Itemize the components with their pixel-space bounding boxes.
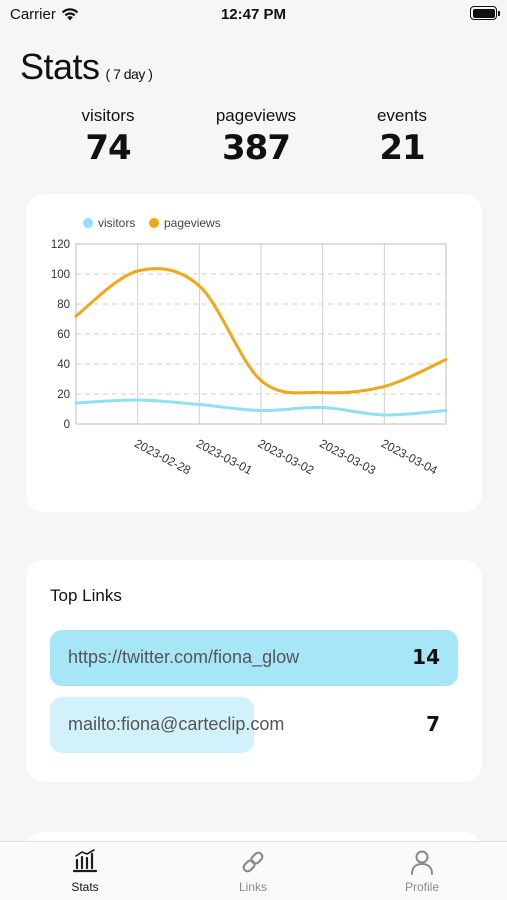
y-tick-label: 100: [51, 269, 70, 281]
metric-value: 387: [222, 128, 291, 168]
metric-value: 74: [85, 128, 131, 168]
clock: 12:47 PM: [220, 6, 287, 23]
y-tick-label: 20: [57, 389, 70, 401]
x-tick-label: 2023-03-04: [379, 436, 440, 477]
metric-events: events 21: [332, 106, 472, 168]
y-tick-label: 60: [57, 329, 70, 341]
legend-label: pageviews: [164, 216, 221, 230]
tab-label: Links: [238, 880, 267, 894]
x-tick-label: 2023-03-03: [317, 436, 378, 477]
tab-links[interactable]: Links: [193, 848, 313, 894]
link-url[interactable]: https://twitter.com/fiona_glow: [68, 647, 300, 667]
series-line-visitors: [74, 398, 448, 417]
page-title: Stats ( 7 day ): [20, 46, 153, 88]
person-icon: [411, 850, 433, 875]
x-tick-label: 2023-03-02: [256, 436, 317, 477]
link-url[interactable]: mailto:fiona@carteclip.com: [68, 714, 285, 734]
y-tick-label: 0: [64, 419, 70, 431]
tab-bar: Stats Links Profile: [0, 841, 507, 900]
legend-marker: [83, 218, 93, 228]
range-label: ( 7 day ): [105, 66, 153, 82]
y-tick-label: 120: [51, 239, 70, 251]
link-count: 14: [412, 645, 440, 669]
tab-label: Stats: [71, 880, 99, 894]
carrier-label: Carrier: [10, 6, 56, 23]
link-row[interactable]: https://twitter.com/fiona_glow 14: [50, 630, 458, 686]
metric-label: events: [376, 106, 428, 125]
tab-profile[interactable]: Profile: [362, 848, 482, 894]
metric-label: visitors: [81, 106, 135, 125]
plot-frame: [75, 243, 447, 425]
metric-visitors: visitors 74: [38, 106, 178, 168]
link-icon: [242, 851, 264, 873]
link-count: 7: [426, 712, 440, 736]
link-bar: [50, 697, 254, 753]
link-bar: [50, 630, 458, 686]
legend-label: visitors: [98, 216, 135, 230]
bar-chart-icon: [72, 849, 98, 873]
x-tick-label: 2023-03-01: [194, 436, 255, 477]
wifi-icon: [61, 8, 79, 21]
summary-metrics: visitors 74 pageviews 387 events 21: [0, 106, 507, 170]
series-line-pageviews: [74, 267, 448, 395]
y-tick-label: 80: [57, 299, 70, 311]
legend-marker: [149, 218, 159, 228]
top-links-title: Top Links: [50, 586, 122, 605]
top-links-card: Top Links https://twitter.com/fiona_glow…: [26, 560, 482, 782]
x-tick-label: 2023-02-28: [132, 436, 193, 477]
tab-label: Profile: [404, 880, 439, 894]
y-tick-label: 40: [57, 359, 70, 371]
link-row[interactable]: mailto:fiona@carteclip.com 7: [50, 697, 458, 753]
battery-icon: [470, 6, 500, 20]
status-bar: Carrier 12:47 PM: [0, 0, 507, 30]
tab-stats[interactable]: Stats: [25, 848, 145, 894]
metric-value: 21: [379, 128, 425, 168]
metric-pageviews: pageviews 387: [186, 106, 326, 168]
carrier: Carrier: [10, 6, 79, 23]
metric-label: pageviews: [215, 106, 297, 125]
chart-card: 0 20 40 60 80 100 120 2023-02-28 2023-03-01 2023-…: [26, 194, 482, 512]
page-title-text: Stats: [20, 46, 100, 87]
